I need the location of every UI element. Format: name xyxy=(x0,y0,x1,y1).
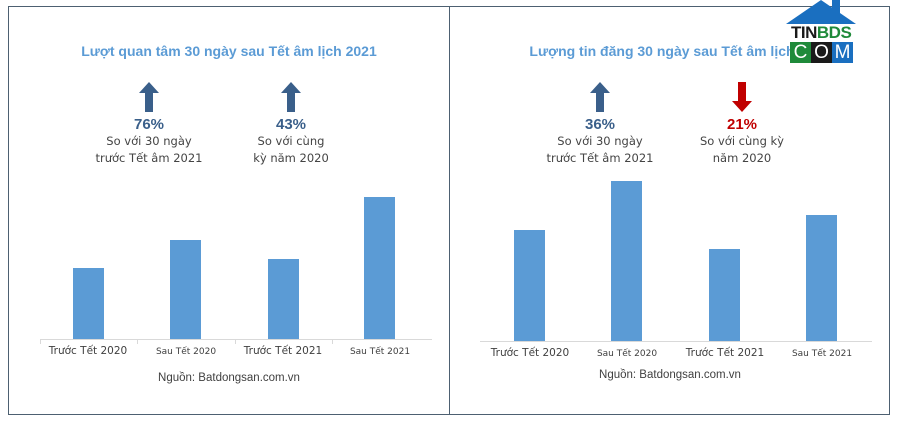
bar-truoc-tet-2020 xyxy=(514,230,545,341)
axis-tick xyxy=(235,339,236,344)
stat-value: 76% xyxy=(133,116,165,133)
chart-title: Lượt quan tâm 30 ngày sau Tết âm lịch 20… xyxy=(81,43,377,59)
arrow-up-icon xyxy=(590,82,610,112)
axis-tick xyxy=(137,339,138,344)
arrow-up-icon xyxy=(281,82,301,112)
stat-block: 43% So với cùng kỳ năm 2020 xyxy=(221,82,361,167)
right-panel: Lượng tin đăng 30 ngày sau Tết âm lịch 3… xyxy=(450,7,890,414)
stat-block: 36% So với 30 ngày trước Tết âm 2021 xyxy=(530,82,670,167)
axis-tick xyxy=(40,339,41,344)
source-note: Nguồn: Batdongsan.com.vn xyxy=(599,369,741,381)
category-label: Trước Tết 2021 xyxy=(243,345,323,357)
bar-sau-tet-2020 xyxy=(611,181,642,341)
tinbds-logo: TINBDS C O M xyxy=(786,0,856,66)
stat-value: 43% xyxy=(275,116,307,133)
axis-tick xyxy=(332,339,333,344)
stat-desc-line2: kỳ năm 2020 xyxy=(253,151,329,165)
category-label: Trước Tết 2020 xyxy=(490,347,570,359)
x-axis xyxy=(40,339,432,340)
arrow-down-icon xyxy=(732,82,752,112)
category-label: Trước Tết 2020 xyxy=(48,345,128,357)
stat-desc-line1: So với 30 ngày xyxy=(557,134,643,148)
category-label: Sau Tết 2020 xyxy=(596,349,658,359)
panel-divider xyxy=(449,6,450,415)
x-axis xyxy=(480,341,872,342)
house-roof-icon xyxy=(786,0,856,24)
bar-truoc-tet-2021 xyxy=(268,259,299,339)
logo-letter: O xyxy=(811,42,832,63)
stat-value: 36% xyxy=(584,116,616,133)
bar-chart: Trước Tết 2020 Sau Tết 2020 Trước Tết 20… xyxy=(450,7,890,414)
logo-com: C O M xyxy=(790,42,853,63)
stat-desc-line2: trước Tết âm 2021 xyxy=(95,151,203,165)
category-label: Sau Tết 2021 xyxy=(791,349,853,359)
bar-sau-tet-2021 xyxy=(806,215,837,341)
logo-letter: M xyxy=(832,42,853,63)
stat-block: 76% So với 30 ngày trước Tết âm 2021 xyxy=(79,82,219,167)
stat-desc-line1: So với cùng kỳ xyxy=(699,134,784,148)
category-label: Trước Tết 2021 xyxy=(685,347,765,359)
stat-block: 21% So với cùng kỳ năm 2020 xyxy=(672,82,812,167)
category-label: Sau Tết 2021 xyxy=(349,347,411,357)
bar-chart: Trước Tết 2020 Sau Tết 2020 Trước Tết 20… xyxy=(9,7,449,414)
bar-truoc-tet-2020 xyxy=(73,268,104,339)
stat-desc-line2: trước Tết âm 2021 xyxy=(546,151,654,165)
arrow-up-icon xyxy=(139,82,159,112)
category-label: Sau Tết 2020 xyxy=(155,347,217,357)
bar-sau-tet-2021 xyxy=(364,197,395,339)
source-note: Nguồn: Batdongsan.com.vn xyxy=(158,372,300,384)
left-panel: Lượt quan tâm 30 ngày sau Tết âm lịch 20… xyxy=(9,7,449,414)
chart-title: Lượng tin đăng 30 ngày sau Tết âm lịch xyxy=(529,43,795,59)
stat-value: 21% xyxy=(726,116,758,133)
logo-text: TINBDS xyxy=(791,23,852,42)
bar-sau-tet-2020 xyxy=(170,240,201,339)
logo-letter: C xyxy=(790,42,811,63)
bar-truoc-tet-2021 xyxy=(709,249,740,341)
stat-desc-line1: So với 30 ngày xyxy=(106,134,192,148)
stat-desc-line2: năm 2020 xyxy=(712,151,772,165)
chimney-shape xyxy=(832,0,840,14)
stat-desc-line1: So với cùng xyxy=(257,134,325,148)
